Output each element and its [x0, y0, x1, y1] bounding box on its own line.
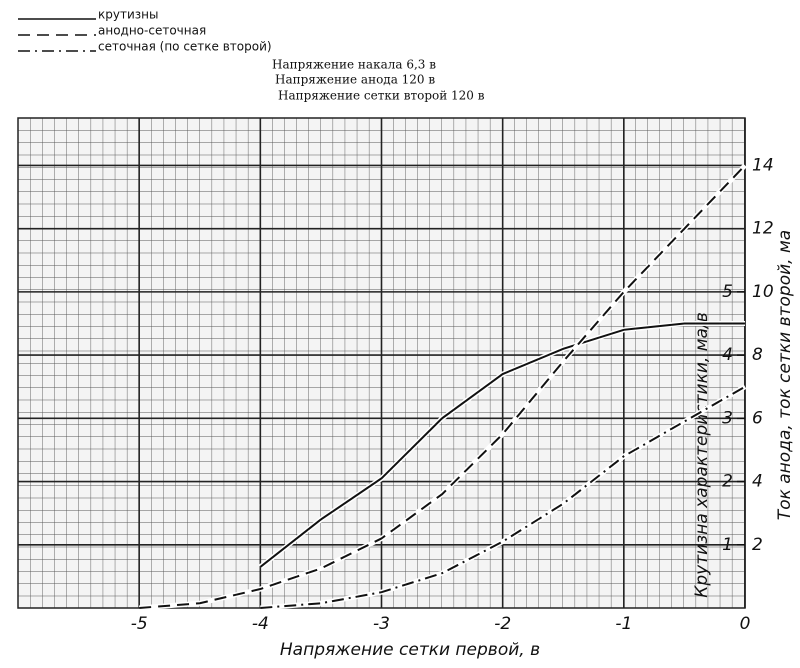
- y2-axis-label: Крутизна характеристики, ма/в: [692, 312, 712, 597]
- series-line: [139, 164, 746, 609]
- header-line: Напряжение накала 6,3 в: [272, 58, 436, 72]
- x-tick-label: -1: [615, 614, 632, 634]
- y-tick-label: 8: [752, 345, 763, 365]
- y2-tick-label: 3: [722, 408, 733, 428]
- y-tick-label: 10: [752, 282, 774, 302]
- legend-label: анодно-сеточная: [98, 24, 206, 38]
- legend-label: крутизны: [98, 8, 158, 22]
- y-tick-label: 2: [752, 535, 763, 555]
- y-tick-label: 12: [752, 219, 774, 239]
- x-tick-label: -2: [494, 614, 511, 634]
- y2-tick-label: 5: [722, 282, 733, 302]
- y-axis-label: Ток анода, ток сетки второй, ма: [775, 230, 795, 520]
- y2-tick-label: 4: [722, 345, 733, 365]
- y2-tick-label: 2: [722, 472, 733, 492]
- x-axis-label: Напряжение сетки первой, в: [280, 640, 540, 660]
- series-line: [260, 385, 746, 609]
- x-tick-label: 0: [740, 614, 751, 634]
- x-tick-label: -4: [252, 614, 269, 634]
- y-tick-label: 14: [752, 155, 774, 175]
- series-line: [259, 322, 745, 568]
- x-tick-label: -5: [131, 614, 148, 634]
- legend-label: сеточная (по сетке второй): [98, 40, 272, 54]
- y2-tick-label: 1: [722, 535, 733, 555]
- x-tick-label: -3: [373, 614, 390, 634]
- y-tick-label: 4: [752, 472, 763, 492]
- header-line: Напряжение сетки второй 120 в: [278, 89, 485, 103]
- header-line: Напряжение анода 120 в: [275, 73, 435, 87]
- y-tick-label: 6: [752, 408, 763, 428]
